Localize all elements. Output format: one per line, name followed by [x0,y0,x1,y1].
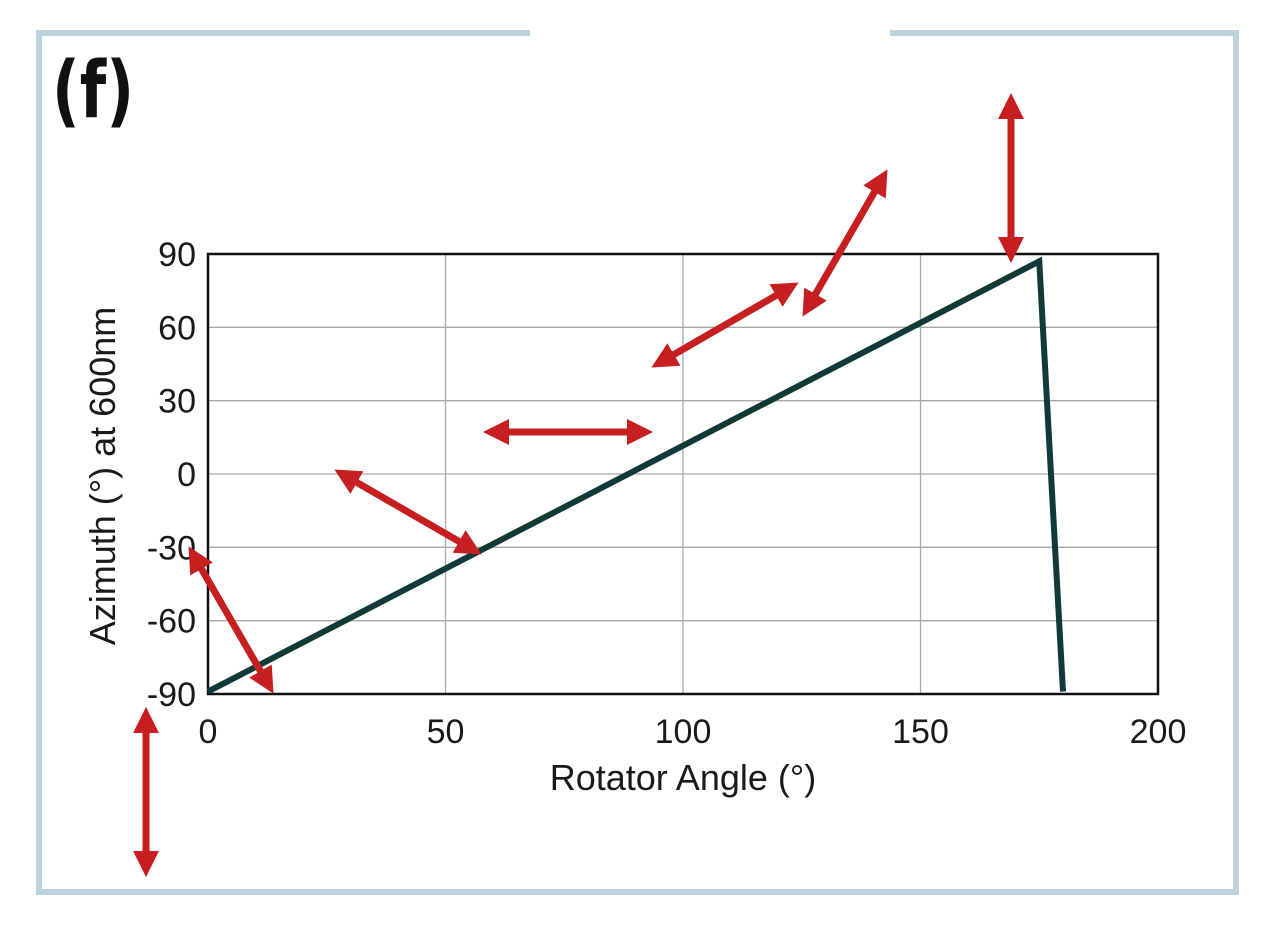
y-tick-label: 30 [158,383,196,421]
y-tick-labels: 90 60 30 0 -30 -60 -90 [147,236,196,714]
polarization-arrow [998,93,1024,263]
polarization-arrow [651,282,799,368]
y-tick-label: -90 [147,676,196,714]
y-tick-label: -30 [147,529,196,567]
polarization-arrow [334,469,482,555]
frame-gap [530,24,890,38]
x-tick-labels: 0 50 100 150 200 [199,713,1187,751]
panel-label: (f) [52,46,135,136]
y-tick-label: 90 [158,236,196,274]
y-tick-label: 0 [177,456,196,494]
y-tick-label: 60 [158,309,196,347]
plot-border [206,252,1160,696]
polarization-arrow [802,169,888,317]
x-tick-label: 100 [655,713,712,751]
x-tick-label: 200 [1130,713,1187,751]
polarization-arrow [188,546,274,694]
y-tick-label: -60 [147,603,196,641]
x-axis-label: Rotator Angle (°) [550,757,817,798]
polarization-arrows [133,93,1024,877]
grid [208,254,1158,694]
series-line [206,256,1066,695]
series-layer [206,256,1066,695]
x-tick-label: 50 [427,713,465,751]
x-tick-label: 150 [892,713,949,751]
polarization-arrow [483,419,653,445]
polarization-arrow [133,707,159,877]
y-axis-label: Azimuth (°) at 600nm [82,307,123,646]
figure-frame [36,30,1239,895]
x-tick-label: 0 [199,713,218,751]
